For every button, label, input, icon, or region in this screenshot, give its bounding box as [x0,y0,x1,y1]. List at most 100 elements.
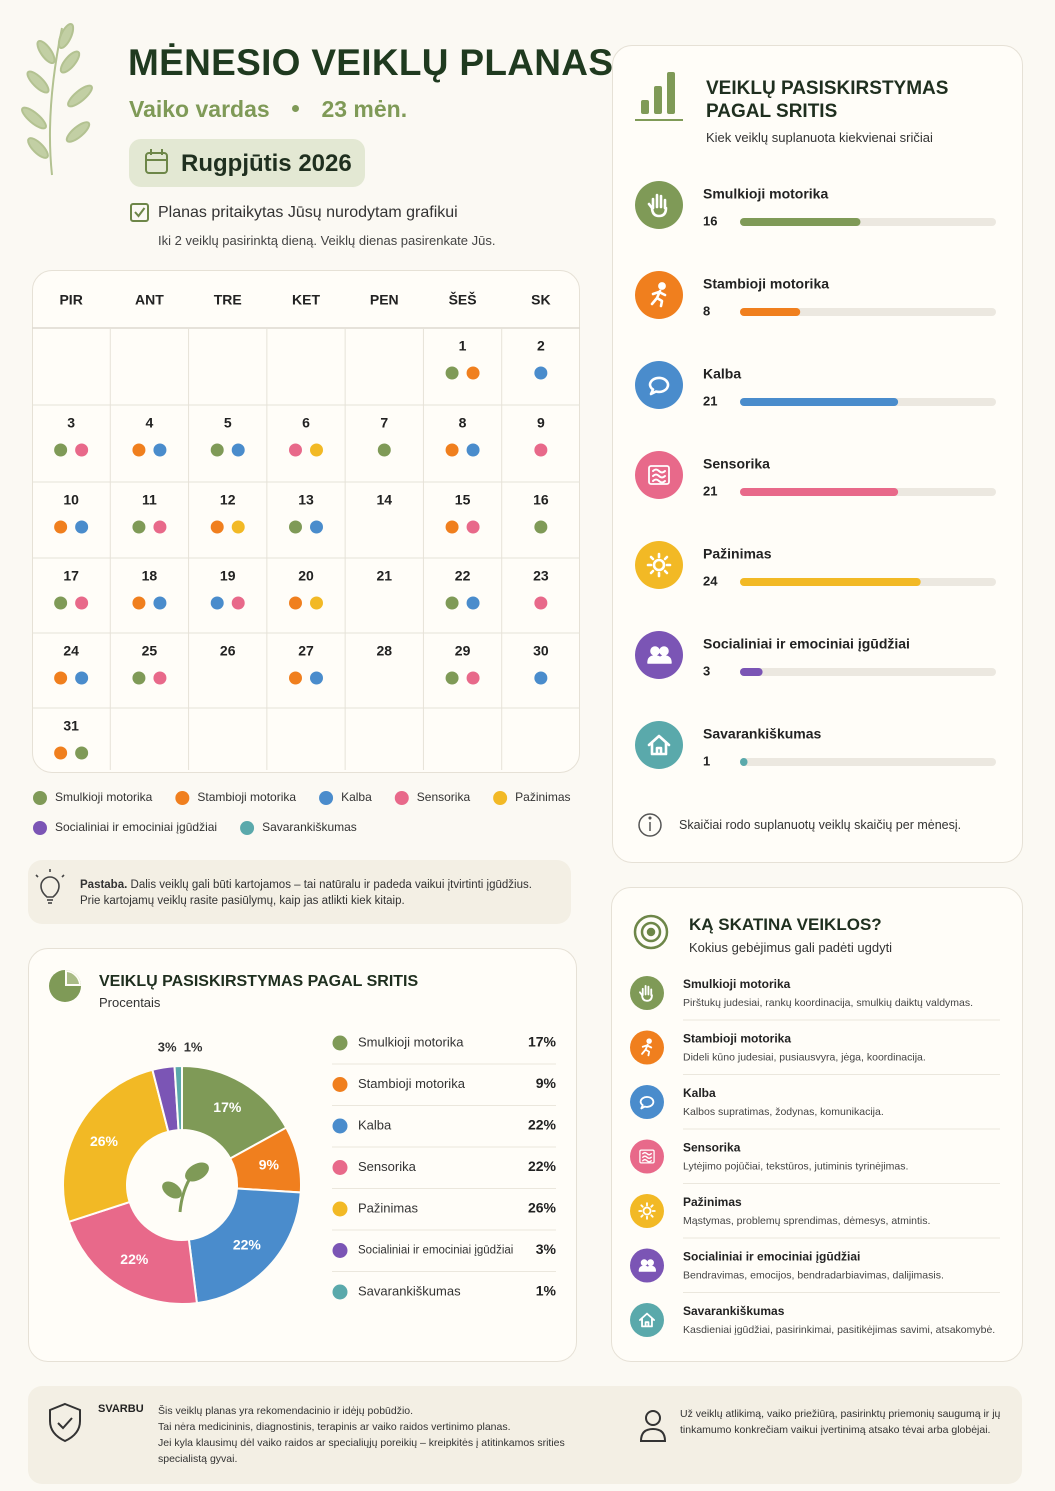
day-number: 19 [220,568,236,584]
icon-stroke [648,465,670,485]
legend-dot [319,791,334,805]
activity-dot [54,671,68,685]
schedule-detail: Iki 2 veiklų pasirinktą dieną. Veiklų di… [158,233,496,248]
activity-dot [534,443,548,457]
day-number: 18 [142,568,158,584]
activity-dot [310,443,323,457]
day-number: 29 [455,643,471,659]
note-text: Pastaba. Dalis veiklų gali būti kartojam… [80,877,550,909]
category-label: Socialiniai ir emociniai įgūdžiai [703,636,910,652]
day-number: 13 [298,492,314,508]
bar [740,668,763,676]
day-number: 1 [459,338,467,354]
legend-label: Smulkioji motorika [358,1034,464,1049]
legend-dot [240,821,255,835]
note-label: Pastaba. [80,879,128,891]
bar-title: VEIKLŲ PASISKIRSTYMAS PAGAL SRITIS [706,78,949,122]
category-icon [638,984,653,1002]
slice-label: 9% [259,1156,280,1172]
icon-stroke [639,1149,655,1164]
donut-slice [62,1068,170,1224]
category-icon [647,193,668,218]
category-icon-circle [630,1085,664,1119]
activity-dot [534,520,548,534]
value-label: 8 [703,303,710,318]
donut-subtitle: Procentais [99,995,161,1010]
category-icon-circle [630,1194,664,1228]
category-icon [648,376,670,396]
value-label: 1 [703,753,710,768]
legend-label: Sensorika [358,1159,417,1174]
child-name: Vaiko vardas [129,96,270,122]
legend-label: Smulkioji motorika [55,790,153,804]
activity-dot [132,443,146,457]
skills-title: KĄ SKATINA VEIKLOS? [689,915,882,934]
legend-dot [332,1201,348,1217]
bar [740,578,921,586]
legend-label: Stambioji motorika [358,1076,466,1091]
icon-stroke [652,468,666,484]
skills-subtitle: Kokius gebėjimus gali padėti ugdyti [689,940,893,955]
value-label: 24 [703,573,718,588]
category-label: Stambioji motorika [703,276,829,292]
bar [740,488,899,496]
category-icon [638,1259,657,1272]
activity-dot [153,671,167,685]
category-label: Savarankiškumas [703,726,822,742]
legend-dot [332,1243,348,1258]
legend-label: Kalba [341,790,372,804]
activity-dot [153,443,167,457]
activity-dot [445,596,459,610]
bar-footnote: Skaičiai rodo suplanuotų veiklų skaičių … [679,818,962,832]
activity-dot [54,520,68,534]
bar [740,758,748,766]
icon-stroke [650,646,660,656]
icon-stroke [646,1038,652,1044]
category-icon-circle [635,361,683,409]
icon-stroke [638,1265,657,1272]
skill-description: Bendravimas, emocijos, bendradarbiavimas… [683,1269,944,1281]
slice-label-outside: 1% [184,1039,203,1054]
weekday-label: SK [531,292,550,308]
slice-label: 22% [233,1237,262,1253]
icon-stroke [639,1096,655,1110]
note-box [28,860,571,924]
legend-label: Stambioji motorika [197,790,296,804]
day-number: 22 [455,568,471,584]
skill-name: Kalba [683,1086,716,1100]
icon-stroke [650,289,667,308]
icon-stroke [641,1043,653,1057]
day-number: 3 [67,415,75,431]
day-number: 17 [63,568,79,584]
value-label: 21 [703,393,717,408]
category-icon [647,646,672,664]
day-number: 7 [380,415,388,431]
legend-label: Socialiniai ir emociniai įgūdžiai [358,1245,513,1257]
activity-dot [231,596,245,610]
activity-dot [310,520,323,534]
activity-dot [75,520,89,534]
legend-label: Pažinimas [515,790,570,804]
info-icon [638,813,662,837]
skill-name: Pažinimas [683,1195,742,1209]
activity-dot [466,671,480,685]
activity-dot [210,520,224,534]
bar-subtitle: Kiek veiklų suplanuota kiekvienai sričia… [706,130,933,145]
day-number: 12 [220,492,236,508]
activity-dot [54,596,68,610]
legend-label: Savarankiškumas [358,1283,461,1298]
icon-stroke [652,558,666,572]
bar [740,308,801,316]
activity-dot [289,596,302,610]
person-icon [639,1410,667,1442]
activity-dot [534,596,548,610]
activity-dot [153,520,167,534]
footer-line: Tai nėra medicininis, diagnostinis, tera… [158,1421,511,1433]
activity-dot [75,596,89,610]
shield-icon [49,1402,81,1443]
legend-dot [493,791,508,805]
weekday-label: ANT [135,292,164,308]
category-icon-circle [635,181,683,229]
activity-dot [466,443,480,457]
activity-dot [132,671,146,685]
